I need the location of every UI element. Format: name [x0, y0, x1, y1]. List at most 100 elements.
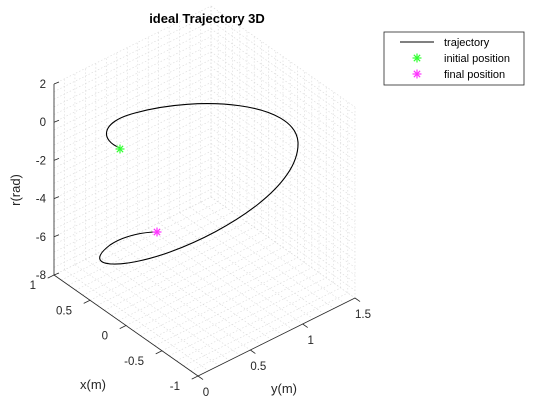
floor-grid-line [147, 262, 305, 341]
floor-grid-line [74, 264, 220, 366]
wall-grid-line [53, 66, 212, 146]
legend-initial-asterisk [412, 53, 422, 63]
floor-grid-line [176, 282, 334, 362]
wall-grid-line [53, 105, 212, 184]
floor-grid-line [137, 233, 282, 335]
wall-grid-line [210, 82, 356, 184]
wall-grid-line [53, 59, 212, 138]
wall-grid-line [210, 97, 356, 199]
wall-grid-line [53, 5, 212, 85]
wall-grid-line [210, 173, 356, 276]
x-tick-mark [119, 325, 127, 329]
wall-grid-line [210, 28, 356, 131]
wall-grid-line [210, 189, 356, 291]
wall-grid-line [210, 74, 356, 177]
wall-grid-line [53, 97, 212, 176]
legend-final-swatch [412, 69, 422, 79]
wall-grid-line [53, 112, 212, 192]
floor-grid-line [82, 216, 240, 296]
z-tick-mark [53, 272, 60, 276]
floor-grid-line [179, 212, 324, 314]
wall-grid-line [210, 89, 356, 192]
y-tick-label: 1.5 [355, 309, 371, 321]
y-tick-mark [197, 375, 204, 380]
x-tick-label: -0.5 [124, 356, 144, 368]
wall-grid-line [210, 21, 356, 123]
wall-grid-line [53, 173, 212, 253]
position-markers [115, 144, 162, 237]
z-tick-mark [53, 234, 60, 238]
z-tick-label: -2 [36, 155, 46, 167]
wall-grid-line [210, 36, 356, 138]
wall-grid-line [53, 36, 212, 115]
trajectory-layer [99, 103, 299, 265]
x-tick-mark [155, 350, 163, 355]
z-tick-label: 0 [40, 117, 46, 129]
wall-grid-line [53, 43, 212, 123]
x-tick-mark [83, 299, 91, 304]
legend: trajectory initial position final positi… [383, 31, 525, 86]
wall-grid-line [210, 150, 356, 253]
floor-grid-line [158, 222, 303, 325]
x-tick-label: -1 [170, 381, 180, 393]
floor-grid-line [95, 253, 241, 356]
floor-grid-line [189, 207, 335, 309]
wall-grid-line [210, 66, 356, 169]
grid [53, 5, 356, 377]
z-tick-mark [53, 119, 60, 123]
wall-grid-line [53, 189, 212, 268]
wall-grid-line [53, 181, 212, 260]
floor-grid-line [190, 292, 348, 372]
floor-grid-line [111, 237, 269, 316]
y-axis-line [197, 297, 356, 377]
wall-grid-line [53, 28, 212, 108]
x-tick-label: 0 [102, 331, 108, 343]
z-axis-label: r(rad) [8, 174, 23, 206]
wall-grid-line [53, 196, 212, 276]
wall-grid-line [210, 181, 356, 283]
wall-grid-line [210, 196, 356, 299]
floor-grid-line [200, 201, 345, 304]
floor-grid-line [133, 252, 291, 331]
wall-grid-line [210, 59, 356, 161]
z-tick-label: -4 [36, 194, 47, 206]
wall-grid-line [210, 158, 356, 261]
floor-grid-line [104, 232, 262, 311]
floor-grid-line [61, 201, 219, 281]
wall-grid-line [53, 21, 212, 100]
trajectory-line [99, 103, 299, 265]
wall-grid-line [210, 135, 356, 238]
wall-grid-line [53, 158, 212, 238]
z-tick-label: -6 [36, 232, 46, 244]
wall-grid-line [210, 143, 356, 245]
legend-initial-swatch [412, 53, 422, 63]
wall-grid-line [210, 120, 356, 222]
legend-box [383, 31, 525, 86]
floor-grid-line [106, 248, 251, 351]
floor-grid-line [127, 238, 272, 340]
wall-grid-line [210, 105, 356, 207]
wall-grid-line [210, 166, 356, 268]
chart-title: ideal Trajectory 3D [149, 11, 265, 26]
x-tick-mark [191, 375, 199, 380]
axes-box [53, 84, 356, 377]
floor-grid-line [75, 211, 233, 291]
x-axis-label: x(m) [80, 377, 106, 392]
floor-grid-line [169, 277, 327, 357]
z-tick-mark [53, 196, 60, 199]
floor-grid-line [68, 206, 226, 286]
final-position-marker [152, 227, 162, 237]
y-tick-label: 0 [203, 387, 209, 399]
legend-trajectory-label: trajectory [444, 37, 490, 49]
floor-grid-line [125, 247, 284, 326]
y-axis-label: y(m) [271, 381, 297, 396]
z-tick-mark [53, 81, 60, 85]
wall-grid-line [53, 120, 212, 199]
tick-labels: 1 0.5 0 -0.5 -1 0 0.5 1 1.5 2 0 -2 -4 -6 -8 [30, 79, 371, 399]
wall-grid-line [53, 51, 212, 131]
wall-grid-line [53, 143, 212, 222]
wall-grid-line [53, 150, 212, 230]
floor-grid-line [148, 227, 293, 330]
legend-final-asterisk [412, 69, 422, 79]
x-tick-label: 0.5 [56, 305, 72, 317]
